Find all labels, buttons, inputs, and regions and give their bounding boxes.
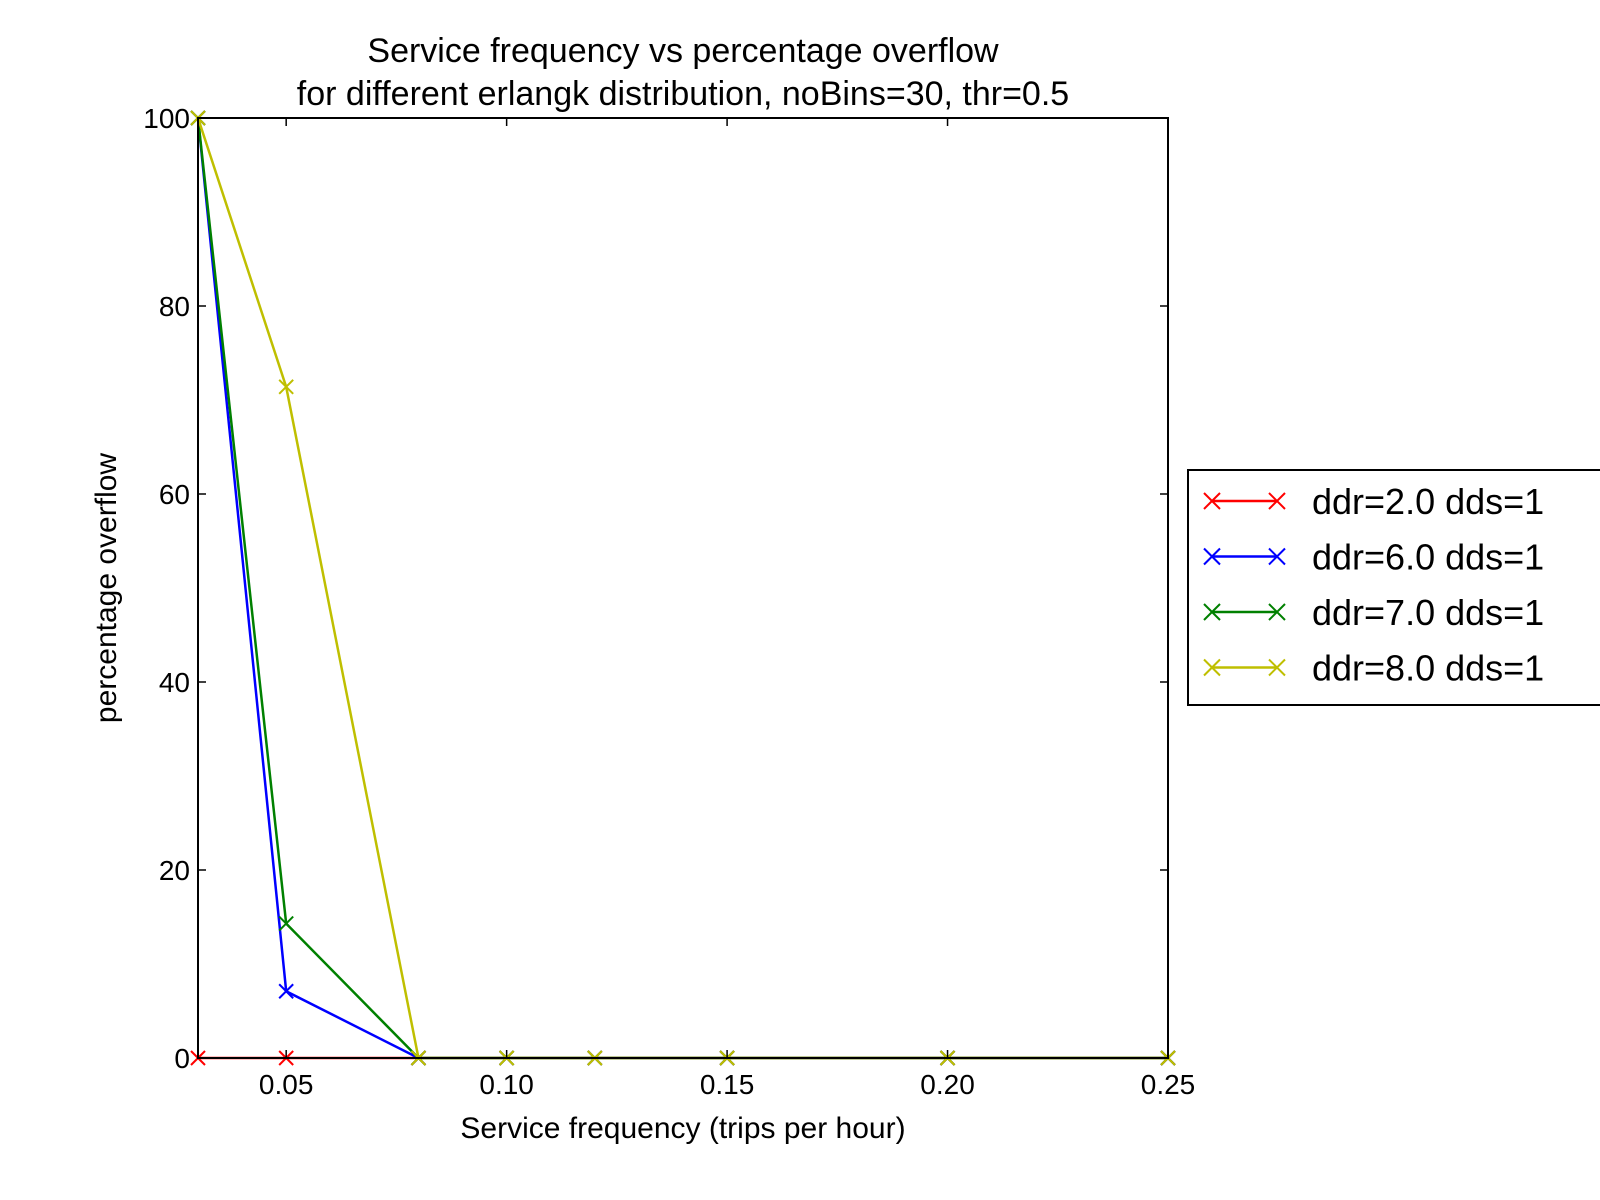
legend-marker [1268,658,1286,677]
chart-title-line-1: Service frequency vs percentage overflow [367,32,999,70]
legend-marker [1203,547,1221,566]
legend-label: ddr=2.0 dds=1 [1312,481,1544,522]
legend-marker [1203,658,1221,677]
legend-marker [1203,603,1221,621]
x-tick-label: 0.20 [920,1069,975,1100]
legend-frame [1187,469,1600,706]
legend-item: ddr=6.0 dds=1 [1203,537,1544,578]
series-3 [190,110,1176,1066]
y-tick-label: 20 [159,855,190,886]
legend-marker [1268,547,1286,566]
legend-marker [1203,492,1221,510]
y-tick-label: 100 [143,103,190,134]
x-tick-label: 0.15 [700,1069,755,1100]
series-2 [190,110,1176,1066]
series-4 [190,110,1176,1066]
legend: ddr=2.0 dds=1 ddr=6.0 dds=1 ddr=7.0 dds=1 d… [1187,469,1600,706]
data-point-marker [278,379,294,395]
data-point-marker [278,983,294,999]
series-layer [190,110,1176,1066]
chart-title-line-2: for different erlangk distribution, noBi… [297,75,1069,113]
series-line [196,117,1168,1060]
y-tick-label: 60 [159,479,190,510]
legend-marker [1268,603,1286,621]
plot-frame [197,117,1169,1059]
ticks-layer: 0.05 0.10 0.15 0.20 0.25 0 20 40 60 80 100 [143,103,1195,1100]
y-tick-label: 0 [174,1043,190,1074]
legend-item: ddr=2.0 dds=1 [1203,481,1544,522]
legend-label: ddr=6.0 dds=1 [1312,537,1544,578]
x-axis-label: Service frequency (trips per hour) [460,1112,905,1145]
y-tick-label: 40 [159,667,190,698]
legend-marker [1268,492,1286,510]
y-tick-label: 80 [159,291,190,322]
y-axis-label: percentage overflow [90,453,123,723]
series-line [196,117,1168,1060]
x-tick-label: 0.25 [1141,1069,1196,1100]
legend-item: ddr=7.0 dds=1 [1203,592,1544,633]
legend-label: ddr=7.0 dds=1 [1312,592,1544,633]
series-line [196,117,1168,1060]
x-tick-label: 0.10 [479,1069,534,1100]
x-tick-label: 0.05 [259,1069,314,1100]
legend-label: ddr=8.0 dds=1 [1312,648,1544,689]
legend-item: ddr=8.0 dds=1 [1203,648,1544,689]
data-point-marker [278,915,294,932]
